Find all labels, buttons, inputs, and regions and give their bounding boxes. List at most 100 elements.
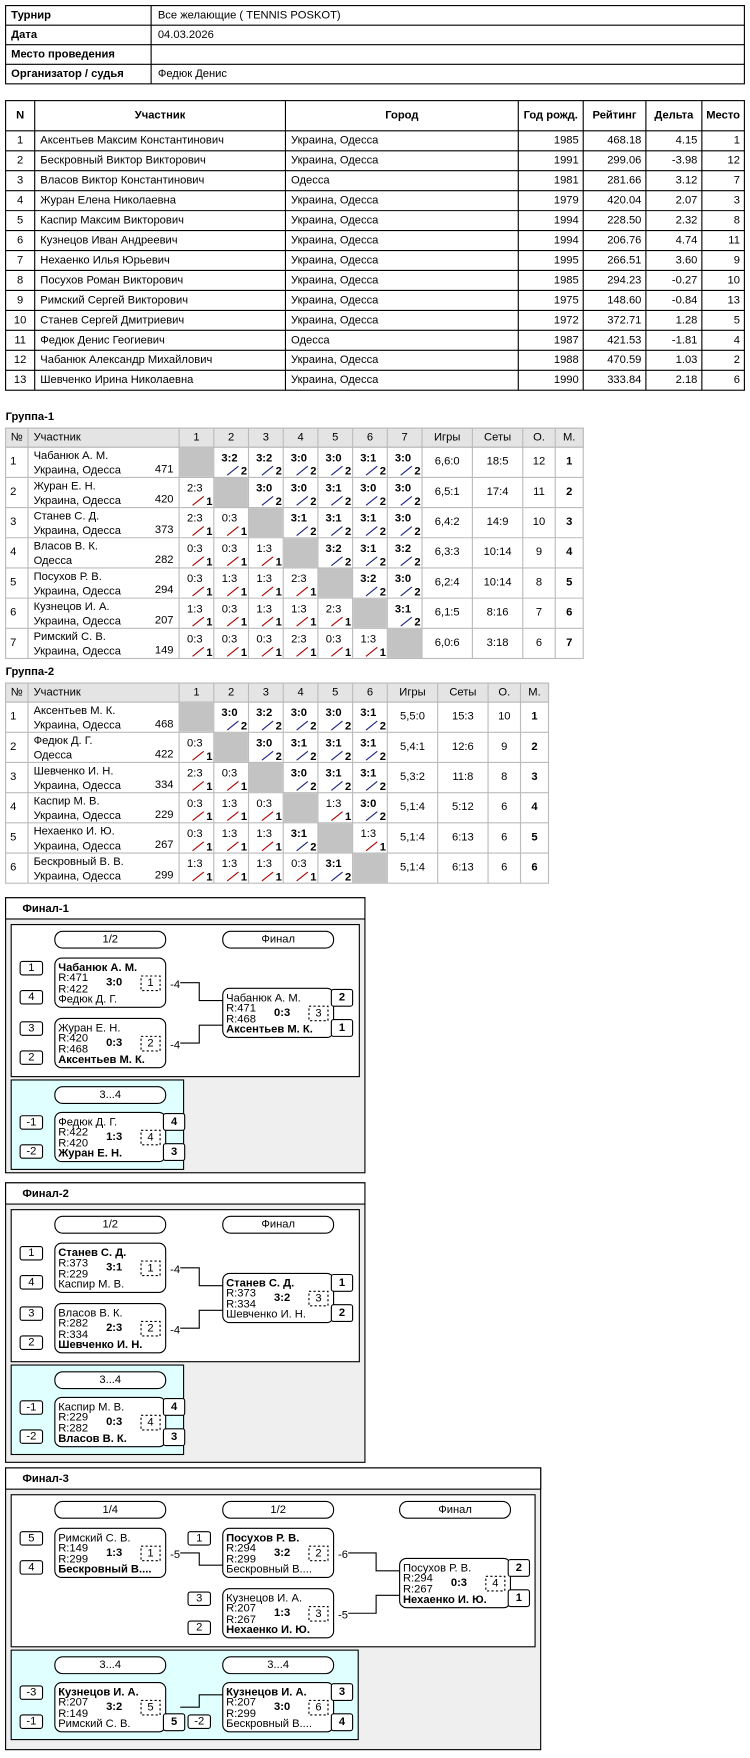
player-city: Украина, Одесса — [34, 465, 122, 477]
player-name: Нехаенко И. Ю. — [34, 826, 115, 838]
place: 5 — [171, 1716, 177, 1728]
final-score: 1:3 — [106, 1131, 122, 1143]
place-badge — [162, 1428, 186, 1447]
rule — [192, 616, 205, 627]
participant-cell: 1.03 — [676, 354, 698, 366]
participant-cell: 421.53 — [607, 334, 641, 346]
match-score: 1:3 — [187, 858, 203, 870]
match-points: 2 — [345, 556, 351, 568]
match-points: 2 — [276, 721, 282, 733]
rule — [192, 781, 205, 791]
player-rating: 420 — [155, 494, 174, 506]
match-score: 3:1 — [325, 513, 341, 525]
participant-cell: 294.23 — [607, 274, 641, 286]
participant-cell: Украина, Одесса — [291, 274, 379, 286]
self-cell — [387, 628, 422, 658]
row-number: 3 — [10, 516, 16, 528]
match-score: 0:3 — [222, 633, 238, 645]
match-points: 2 — [276, 751, 282, 763]
self-cell — [353, 853, 387, 883]
rule — [192, 811, 205, 822]
column-header: 7 — [402, 432, 408, 444]
participant-cell: Бескровный Виктор Викторович — [40, 155, 206, 167]
participant-cell: 1 — [17, 135, 23, 147]
participant-cell: Шевченко Ирина Николаевна — [40, 374, 194, 386]
match-score: 0:3 — [326, 633, 342, 645]
participant-cell: 12 — [727, 155, 739, 167]
participant-cell: Власов Виктор Константинович — [40, 175, 204, 187]
rule — [261, 720, 274, 731]
seed: 4 — [28, 1276, 34, 1288]
rule — [192, 495, 205, 506]
player-name: Журан Е. Н. — [58, 1023, 120, 1035]
seed-box — [19, 1400, 44, 1415]
player-name: Бескровный В.... — [58, 1564, 151, 1576]
match-points: 2 — [310, 466, 316, 478]
player-name: Станев С. Д. — [34, 510, 100, 522]
match-points: 2 — [241, 466, 247, 478]
final-score: 0:3 — [451, 1577, 467, 1589]
player-rating: 149 — [155, 645, 174, 657]
rule — [296, 495, 309, 506]
self-cell — [214, 477, 248, 508]
participant-cell: -0.27 — [672, 274, 697, 286]
rule — [365, 646, 378, 657]
player-name: Нехаенко И. Ю. — [403, 1594, 487, 1606]
player-name: Кузнецов И. А. — [58, 1687, 139, 1699]
rule — [365, 781, 378, 791]
rule — [261, 646, 274, 657]
match-score: 3:0 — [291, 768, 307, 780]
group-games: 5,1:4 — [400, 862, 425, 874]
rule — [261, 871, 274, 882]
group-sets: 15:3 — [452, 711, 474, 723]
player-city: Украина, Одесса — [34, 525, 122, 537]
rule — [365, 465, 378, 476]
participant-cell: 1994 — [554, 235, 579, 247]
match-points: 1 — [206, 811, 212, 823]
participant-cell: Украина, Одесса — [291, 374, 379, 386]
participant-cell: Украина, Одесса — [291, 294, 379, 306]
group-place: 3 — [566, 516, 572, 528]
place-badge — [330, 1273, 354, 1292]
rule — [330, 616, 343, 627]
match-score: 0:3 — [222, 513, 238, 525]
match-score: 2:3 — [187, 513, 203, 525]
match-points: 1 — [206, 872, 212, 884]
match-points: 1 — [310, 617, 316, 629]
match-score: 3:1 — [291, 737, 307, 749]
self-cell — [318, 823, 353, 853]
place-badge — [162, 1713, 186, 1732]
match-score: 1:3 — [256, 603, 272, 615]
match-score: 0:3 — [187, 798, 203, 810]
player-name: Федюк Д. Г. — [58, 1116, 117, 1128]
player-city: Украина, Одесса — [34, 810, 122, 822]
player-city: Украина, Одесса — [34, 495, 122, 507]
group-points: 8 — [536, 576, 542, 588]
self-cell — [179, 702, 214, 732]
match-score: 0:3 — [187, 828, 203, 840]
player-rating: R:207 — [226, 1603, 256, 1615]
participant-cell: 3 — [17, 175, 23, 187]
match-number-box — [140, 1699, 161, 1716]
match-number-box — [308, 1005, 329, 1022]
player-rating: R:334 — [58, 1329, 88, 1341]
final-title-bar — [5, 1182, 366, 1205]
player-city: Украина, Одесса — [34, 646, 122, 658]
info-label: Организатор / судья — [11, 68, 124, 80]
bracket-line — [180, 1552, 223, 1566]
participant-cell: 2 — [734, 354, 740, 366]
place: 2 — [339, 992, 345, 1004]
self-cell — [179, 447, 214, 477]
match-points: 1 — [241, 617, 247, 629]
match-points: 1 — [276, 647, 282, 659]
loser-goes: -6 — [338, 1549, 348, 1561]
group-sets: 6:13 — [452, 862, 474, 874]
match-points: 1 — [345, 617, 351, 629]
player-city: Украина, Одесса — [34, 780, 122, 792]
rule — [226, 781, 239, 791]
player-city: Украина, Одесса — [34, 870, 122, 882]
match-score: 3:2 — [325, 543, 341, 555]
participant-cell: 3.60 — [676, 254, 698, 266]
match-box — [54, 1396, 167, 1448]
player-name: Посухов Р. В. — [34, 571, 102, 583]
